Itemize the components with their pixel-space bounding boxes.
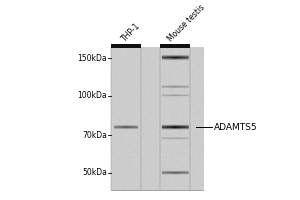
Text: ADAMTS5: ADAMTS5	[214, 123, 257, 132]
Text: 150kDa: 150kDa	[77, 54, 107, 63]
Text: 100kDa: 100kDa	[77, 91, 107, 100]
Text: Mouse testis: Mouse testis	[166, 3, 207, 44]
Text: THP-1: THP-1	[120, 21, 142, 44]
Text: 70kDa: 70kDa	[82, 131, 107, 140]
Bar	[160, 44, 190, 48]
Text: 50kDa: 50kDa	[82, 168, 107, 177]
Bar	[111, 44, 141, 48]
Bar	[111, 48, 203, 190]
